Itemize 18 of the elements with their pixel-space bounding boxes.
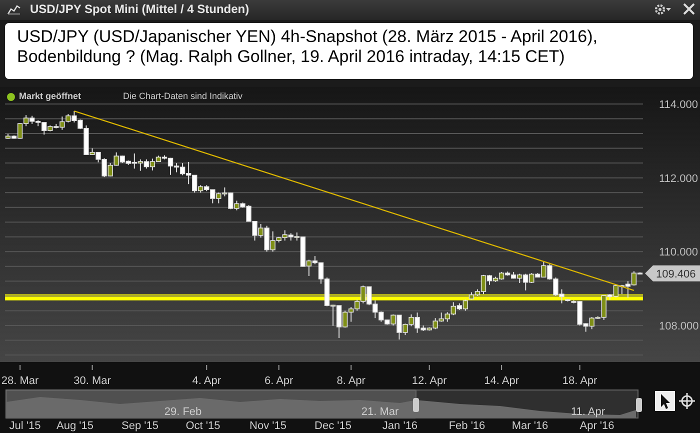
chart-subtitle: USD/JPY (USD/Japanischer YEN) 4h-Snapshot (28. März 2015 - April 2016), Bodenbildung ? (Mag. Ralph Gollner, 19. April 2016 intraday, 14:15 CET) <box>5 23 693 79</box>
x-tick-label: 14. Apr <box>484 375 520 387</box>
x-tick-label: 8. Apr <box>336 375 366 387</box>
text: Die Chart-Daten sind Indikativ <box>123 91 243 101</box>
x-tick-label: 12. Apr <box>412 375 448 387</box>
x-tick-label: 18. Apr <box>562 375 598 387</box>
y-tick-label: 112.000 <box>659 172 698 185</box>
y-tick-label: 110.000 <box>659 246 698 259</box>
x-tick-label: 30. Mar <box>74 375 112 387</box>
text: 109.406 <box>656 268 696 280</box>
y-tick-label: 114.000 <box>659 99 698 111</box>
x-tick-label: 28. Mar <box>1 375 40 387</box>
x-tick-label: 4. Apr <box>192 375 222 387</box>
chart-title: USD/JPY Spot Mini (Mittel / 4 Stunden) <box>30 2 250 16</box>
navigator-overview: 29. Feb 21. Mar 11. Apr Jul '15 Aug '15 Sep '15 Oct '15 Nov '15 Dec '15 Jan '16 Feb '16 Mar '16 Apr '16 <box>0 388 700 433</box>
y-tick-label: 108.000 <box>659 320 699 332</box>
text: Markt geöffnet <box>19 91 82 101</box>
x-tick-label: 6. Apr <box>264 375 294 387</box>
